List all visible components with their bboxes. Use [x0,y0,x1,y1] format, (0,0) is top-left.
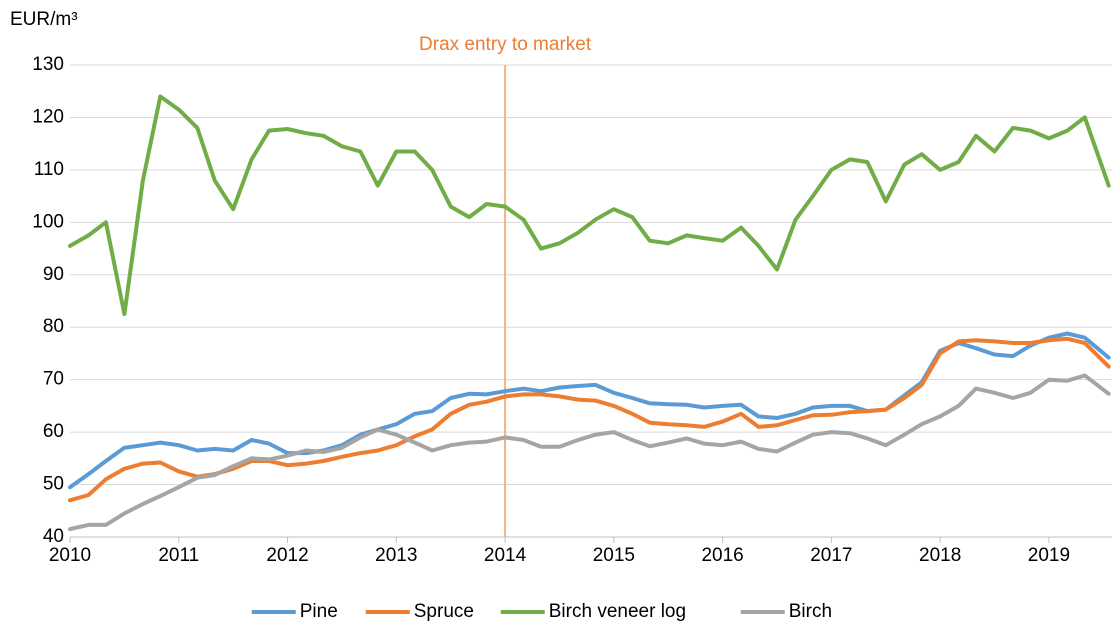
x-tick-label: 2016 [701,545,743,566]
y-tick-label: 40 [43,526,64,547]
y-tick-label: 70 [43,369,64,390]
x-tick-label: 2018 [919,545,961,566]
legend-label: Birch veneer log [549,601,686,622]
series-line [68,373,1111,532]
y-tick-label: 130 [32,54,64,75]
y-tick-label: 50 [43,474,64,495]
legend-label: Birch [789,601,832,622]
y-tick-label: 100 [32,211,64,232]
legend-label: Spruce [414,601,474,622]
x-tick-label: 2011 [158,545,199,566]
x-tick-label: 2015 [593,545,635,566]
x-tick-label: 2012 [266,545,308,566]
annotation-text: Drax entry to market [419,34,592,55]
y-tick-label: 80 [43,316,64,337]
x-tick-label: 2014 [484,545,527,566]
y-tick-label: 60 [43,421,64,442]
x-tick-label: 2010 [49,545,91,566]
y-axis-label: EUR/m³ [10,9,78,30]
x-tick-label: 2017 [810,545,852,566]
y-tick-label: 110 [34,159,64,180]
x-tick-label: 2013 [375,545,417,566]
series-line [68,336,1111,503]
x-tick-label: 2019 [1028,545,1070,566]
series-line [68,94,1111,317]
y-tick-label: 90 [43,264,64,285]
legend-label: Pine [300,601,338,622]
y-tick-label: 120 [32,106,64,127]
